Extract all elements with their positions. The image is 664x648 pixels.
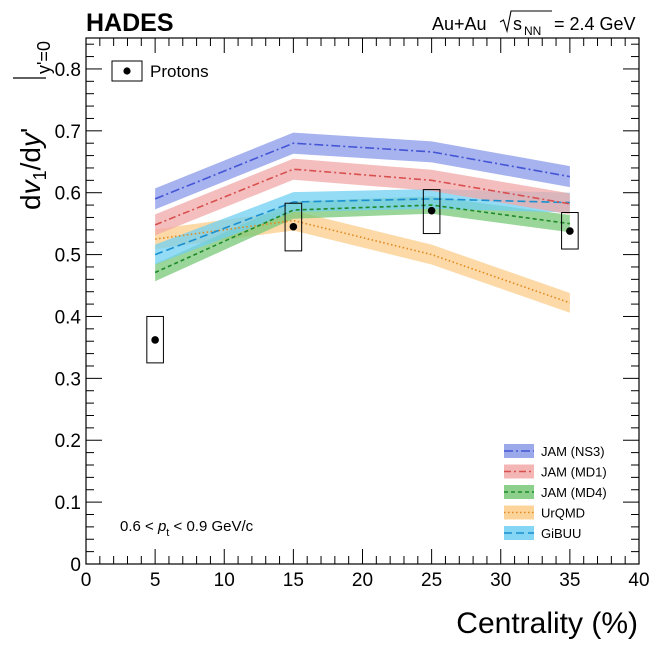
point-protons-15 [289,222,298,231]
y-tick-label: 0.7 [55,122,81,143]
x-tick-label: 20 [352,570,373,591]
svg-text:dv1/dy': dv1/dy' [15,128,50,210]
y-axis-label: dv1/dy' y'=0 [13,41,54,210]
system-sqrt-s: s [513,14,522,34]
y-tick-label: 0.6 [55,184,81,205]
system-label: Au+Au s NN = 2.4 GeV [432,10,636,38]
legend-label-jam-md4: JAM (MD4) [541,485,607,500]
legend-swatch-urqmd [504,505,534,520]
model-lines [154,142,571,304]
protons-legend: Protons [111,60,209,82]
model-legend: JAM (NS3) JAM (MD1) JAM (MD4) UrQMD GiBUU [504,444,607,541]
model-bands [155,132,570,313]
ylabel-y: y [15,131,46,149]
pt-pre: 0.6 < [120,518,158,535]
ylabel-subscript: y'=0 [34,41,54,74]
sys-box-15 [284,202,303,252]
x-tick-label: 10 [214,570,235,591]
sqrt-sign [499,10,552,34]
protons-legend-marker [123,67,131,75]
x-tick-label: 5 [150,570,161,591]
pt-sub: t [166,527,169,539]
ylabel-slash: /d [15,147,46,170]
point-protons-25 [427,206,436,215]
legend-label-jam-md1: JAM (MD1) [541,465,607,480]
axis-ticks: 0 5 10 15 20 25 30 35 40 0 0.1 0.2 0.3 0.4 0.5 0.6 0.7 0.… [55,38,650,591]
ylabel-sub1: 1 [30,170,50,180]
line-jam-md4 [154,204,570,274]
legend-swatch-jam-ns3 [504,444,534,458]
protons-legend-label: Protons [150,62,209,81]
y-tick-label: 0.2 [55,431,81,452]
legend-label-urqmd: UrQMD [541,506,585,521]
y-tick-label: 0.1 [55,493,81,514]
y-tick-label: 0.5 [55,246,81,267]
band-gibuu [155,188,570,265]
system-nn: NN [524,24,541,38]
pt-p: p [157,518,166,535]
legend-label-jam-ns3: JAM (NS3) [541,444,605,459]
point-protons-5 [151,336,159,344]
x-tick-label: 15 [283,570,304,591]
pt-annotation: 0.6 < pt < 0.9 GeV/c [120,518,254,539]
line-jam-ns3 [154,142,571,200]
x-tick-label: 40 [628,570,649,591]
protons-legend-box [111,60,143,82]
point-protons-35 [566,227,574,235]
legend-label-gibuu: GiBUU [541,526,581,541]
band-jam-ns3 [155,132,570,210]
x-tick-label: 35 [559,570,580,591]
y-tick-label: 0 [70,555,81,576]
x-axis-label: Centrality (%) [456,607,638,640]
experiment-label: HADES [86,9,174,37]
data-points [146,189,579,364]
line-gibuu [154,198,570,256]
y-tick-label: 0.8 [55,60,81,81]
sys-box-5 [146,315,164,364]
system-prefix: Au+Au [432,14,487,34]
ylabel-v: v [15,178,46,194]
x-tick-label: 30 [490,570,511,591]
ylabel-d: d [15,194,46,210]
sys-box-35 [561,212,579,250]
y-tick-label: 0.4 [55,307,82,328]
system-suffix: = 2.4 GeV [554,14,636,34]
band-jam-md1 [155,158,570,236]
x-tick-label: 25 [421,570,442,591]
band-urqmd [155,210,570,313]
sys-box-25 [422,189,441,235]
y-tick-label: 0.3 [55,369,81,390]
x-tick-label: 0 [81,570,92,591]
pt-post: < 0.9 GeV/c [169,518,253,535]
ylabel-prime: ' [15,128,46,133]
